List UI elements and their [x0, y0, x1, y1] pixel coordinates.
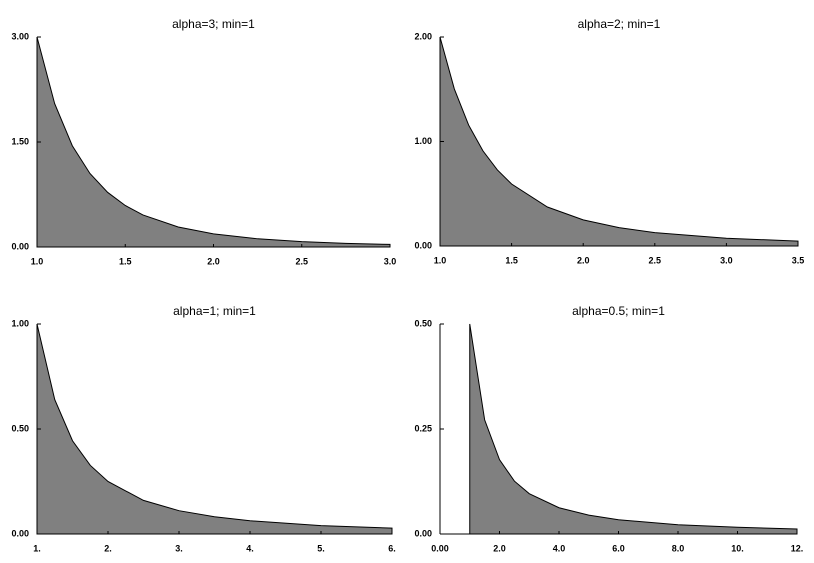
- y-tick-label: 0.50: [11, 423, 29, 433]
- y-tick-label: 0.00: [11, 528, 29, 538]
- chart-title: alpha=3; min=1: [172, 17, 255, 31]
- x-tick-label: 4.: [246, 543, 254, 553]
- area: [36, 323, 393, 535]
- x-tick-label: 1.0: [434, 255, 447, 265]
- x-tick-label: 6.0: [612, 543, 625, 553]
- x-tick-label: 1.5: [505, 255, 518, 265]
- x-tick-label: 2.5: [649, 255, 662, 265]
- x-tick-label: 3.5: [792, 255, 805, 265]
- y-tick-label: 0.00: [414, 528, 432, 538]
- chart-title: alpha=2; min=1: [578, 17, 661, 31]
- x-tick-label: 3.0: [720, 255, 733, 265]
- x-tick-label: 5.: [317, 543, 325, 553]
- y-tick-label: 2.00: [414, 31, 432, 41]
- x-tick-label: 1.: [33, 543, 41, 553]
- area: [439, 36, 799, 247]
- y-tick-label: 1.00: [11, 318, 29, 328]
- x-tick-label: 12.: [791, 543, 804, 553]
- y-tick-label: 0.00: [11, 241, 29, 251]
- area: [469, 323, 798, 535]
- y-tick-label: 3.00: [11, 31, 29, 41]
- x-tick-label: 2.0: [493, 543, 506, 553]
- x-tick-label: 0.00: [431, 543, 449, 553]
- x-tick-label: 2.0: [207, 256, 220, 266]
- x-tick-label: 2.: [104, 543, 112, 553]
- x-tick-label: 10.: [731, 543, 744, 553]
- x-tick-label: 1.5: [119, 256, 132, 266]
- x-tick-label: 8.0: [672, 543, 685, 553]
- y-tick-label: 1.00: [414, 136, 432, 146]
- x-tick-label: 2.5: [295, 256, 308, 266]
- y-tick-label: 0.50: [414, 318, 432, 328]
- x-tick-label: 3.: [175, 543, 183, 553]
- x-tick-label: 1.0: [31, 256, 44, 266]
- y-tick-label: 0.00: [414, 240, 432, 250]
- x-tick-label: 3.0: [384, 256, 397, 266]
- chart-title: alpha=1; min=1: [173, 304, 256, 318]
- area: [36, 36, 391, 248]
- x-tick-label: 2.0: [577, 255, 590, 265]
- y-tick-label: 0.25: [414, 423, 432, 433]
- x-tick-label: 6.: [388, 543, 396, 553]
- chart-title: alpha=0.5; min=1: [572, 304, 665, 318]
- x-tick-label: 4.0: [553, 543, 566, 553]
- y-tick-label: 1.50: [11, 136, 29, 146]
